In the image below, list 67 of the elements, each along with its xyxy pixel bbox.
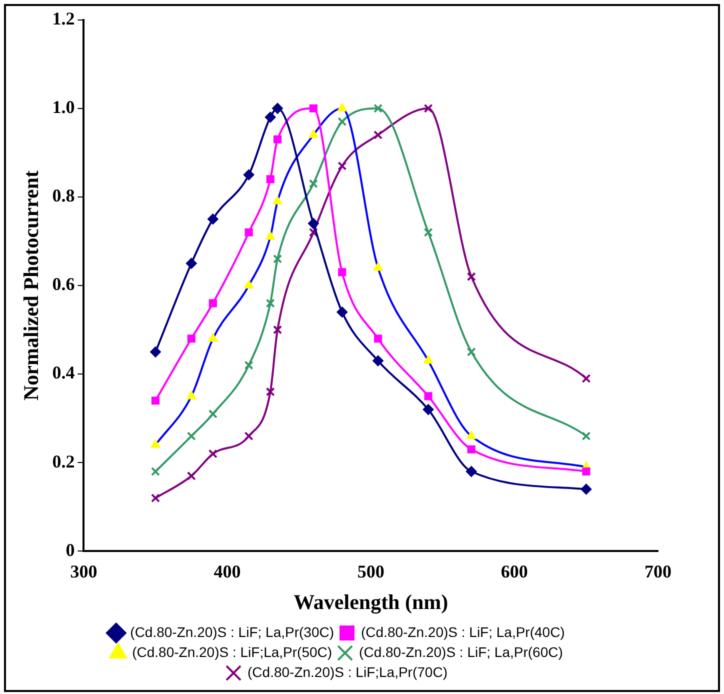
point — [207, 214, 218, 225]
point — [308, 218, 319, 230]
y-tick-label: 0.4 — [52, 362, 75, 383]
point — [150, 346, 161, 358]
point — [338, 117, 347, 126]
point — [208, 449, 218, 458]
y-tick-label: 1.0 — [52, 97, 75, 118]
point — [582, 432, 591, 441]
point — [582, 374, 591, 384]
x-tick-label: 700 — [644, 562, 672, 582]
y-tick-label: 1.2 — [52, 8, 75, 28]
point — [244, 432, 254, 441]
point — [338, 161, 347, 170]
y-tick-label: 0.6 — [52, 274, 75, 294]
point — [272, 325, 282, 334]
x-tick-label: 500 — [357, 562, 384, 582]
point — [266, 387, 275, 396]
y-axis-title: Normalized Photocurrent — [19, 170, 44, 400]
point — [309, 104, 318, 112]
point — [336, 306, 348, 318]
point — [424, 228, 433, 237]
legend-label: (Cd.80-Zn.20)S : LiF; La,Pr(40C) — [361, 624, 565, 640]
point — [466, 272, 476, 282]
point — [424, 392, 432, 400]
legend-label: (Cd.80-Zn.20)S : LiF;La,Pr(70C) — [248, 664, 448, 680]
point — [208, 299, 217, 308]
point — [582, 467, 590, 476]
point — [466, 466, 477, 477]
point — [338, 268, 346, 276]
point — [186, 471, 196, 480]
point — [243, 169, 254, 180]
point — [150, 466, 160, 476]
point — [272, 254, 282, 264]
point — [150, 494, 160, 503]
x-tick-label: 400 — [214, 562, 241, 582]
point — [424, 104, 433, 113]
point — [244, 228, 253, 236]
point — [308, 179, 318, 188]
x-axis-title: Wavelength (nm) — [294, 590, 448, 614]
point — [244, 360, 254, 370]
point — [467, 445, 476, 454]
point — [272, 102, 284, 114]
point — [308, 228, 318, 237]
point — [186, 258, 197, 269]
y-tick-label: 0.2 — [52, 451, 75, 472]
point — [373, 104, 383, 113]
y-tick-label: 0 — [66, 540, 75, 560]
point — [264, 112, 276, 123]
legend-label: (Cd.80-Zn.20)S : LiF; La,Pr(30C) — [130, 624, 334, 640]
point — [373, 130, 383, 140]
point — [208, 409, 218, 418]
legend-label: (Cd.80-Zn.20)S : LiF;La,Pr(50C) — [132, 644, 332, 660]
point — [422, 404, 434, 415]
point — [186, 432, 196, 441]
point — [273, 135, 282, 144]
point — [266, 175, 274, 184]
point — [374, 334, 382, 343]
point — [151, 396, 160, 405]
point — [266, 298, 275, 308]
x-tick-label: 300 — [70, 562, 98, 582]
legend-label: (Cd.80-Zn.20)S : LiF; La,Pr(60C) — [359, 644, 563, 660]
point — [466, 347, 476, 356]
x-tick-label: 600 — [500, 562, 528, 582]
point — [580, 484, 592, 495]
point — [372, 355, 384, 366]
y-tick-label: 0.8 — [52, 186, 75, 206]
point — [187, 334, 196, 343]
